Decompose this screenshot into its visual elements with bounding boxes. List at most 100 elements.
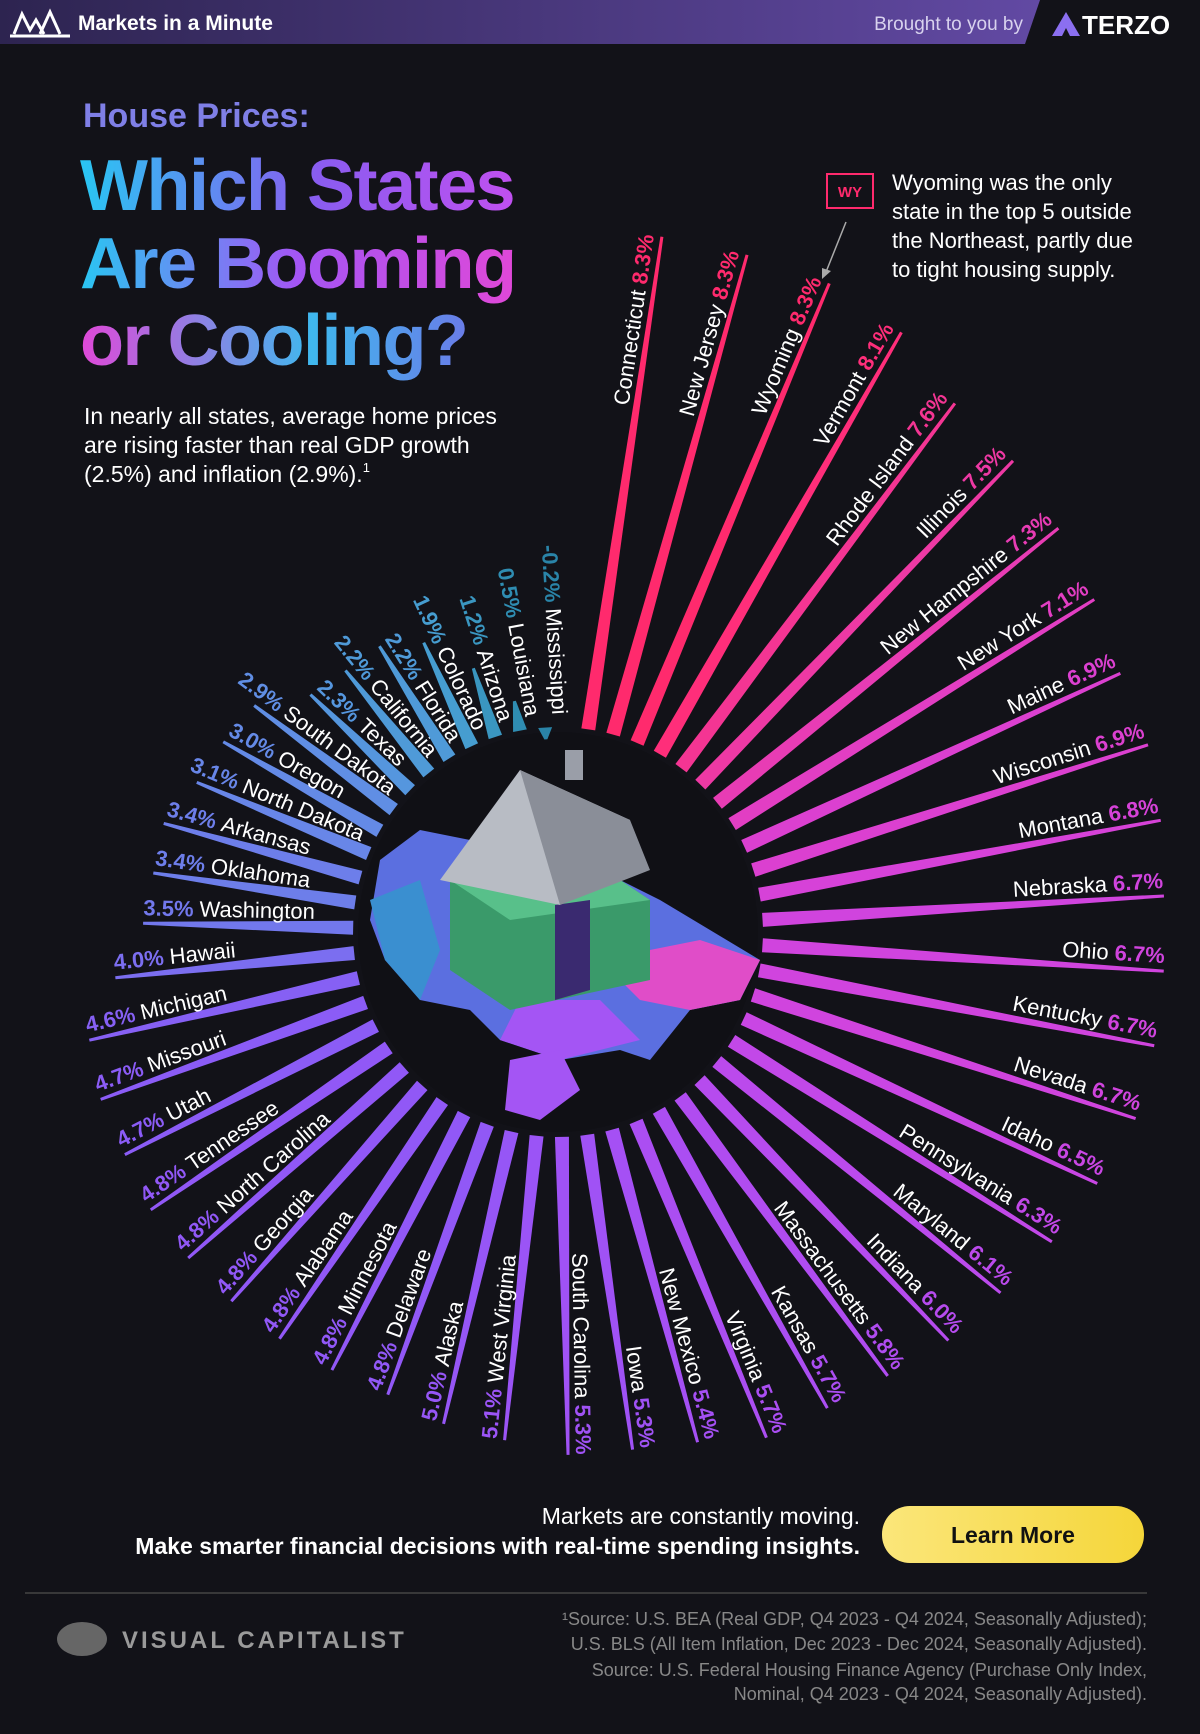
sponsor: TERZO	[1082, 10, 1170, 40]
annotation-line: the Northeast, partly due	[892, 228, 1133, 253]
annotation-arrow	[825, 221, 847, 273]
bar	[675, 402, 957, 773]
state-name: Nebraska	[1012, 871, 1108, 902]
bar-label: 4.6%Michigan	[83, 980, 229, 1037]
footer-brand: VISUAL CAPITALIST	[122, 1627, 407, 1654]
learn-more-label[interactable]: Learn More	[951, 1522, 1075, 1548]
bar	[554, 1136, 570, 1455]
value-label: 3.5%	[143, 895, 194, 921]
annotation-tag: WY	[838, 184, 862, 201]
bar	[606, 254, 749, 737]
annotation-line: Wyoming was the only	[892, 170, 1112, 195]
bar	[762, 938, 1164, 973]
bar	[386, 1121, 494, 1396]
bar	[88, 971, 360, 1042]
bar	[471, 667, 503, 740]
value-label: 2.2%	[329, 630, 380, 685]
bar	[378, 645, 456, 762]
sponsor-text: Brought to you by	[874, 14, 1023, 35]
value-label: 6.9%	[1092, 718, 1147, 757]
value-label: 4.8%	[361, 1338, 402, 1394]
subtitle-line: (2.5%) and inflation (2.9%).1	[84, 460, 370, 487]
brand-icon	[10, 10, 70, 38]
value-label: 0.5%	[493, 566, 527, 620]
bar	[630, 282, 831, 746]
bar	[187, 1062, 409, 1260]
bar	[196, 780, 372, 861]
value-label: 6.0%	[916, 1285, 969, 1339]
state-name: Mississippi	[541, 608, 573, 716]
source-line: Nominal, Q4 2023 - Q4 2024, Seasonally A…	[734, 1684, 1147, 1704]
bar-label: Nebraska 6.7%	[1012, 868, 1164, 902]
bar	[629, 1118, 768, 1439]
bar	[652, 1106, 829, 1409]
bar	[512, 700, 527, 732]
bar	[230, 1080, 428, 1303]
supertitle: House Prices:	[83, 97, 310, 135]
annotation-line: to tight housing supply.	[892, 257, 1115, 282]
state-name: New Jersey	[674, 301, 729, 418]
state-name: Ohio	[1062, 937, 1110, 965]
state-name: South Carolina	[567, 1253, 595, 1400]
bar	[727, 1034, 1053, 1244]
bar-label: New Hampshire7.3%	[875, 506, 1056, 659]
value-label: 6.7%	[1112, 868, 1164, 896]
bar-label: Ohio 6.7%	[1062, 937, 1166, 969]
bar	[278, 1097, 449, 1340]
radial-chart: Connecticut8.3%New Jersey8.3%Wyoming8.3%…	[83, 233, 1166, 1455]
value-label: 6.7%	[1114, 940, 1166, 968]
footer-logo	[57, 1622, 107, 1656]
bar	[740, 1012, 1098, 1185]
bar	[503, 1135, 544, 1441]
bar	[728, 598, 1096, 830]
title-line: Which States	[80, 146, 514, 226]
subtitle-text: (2.5%) and inflation (2.9%).	[84, 461, 363, 487]
bar	[758, 818, 1162, 902]
value-label: 4.7%	[91, 1056, 147, 1097]
subtitle-line: are rising faster than real GDP growth	[84, 432, 470, 458]
bar	[653, 331, 903, 758]
sponsor-logo	[1052, 12, 1080, 36]
bar	[751, 743, 1149, 877]
bar-label: 3.5% Washington	[143, 895, 315, 924]
value-label: 5.4%	[687, 1386, 724, 1441]
value-label: 4.0%	[112, 945, 164, 975]
bar	[713, 527, 1060, 809]
bar	[153, 871, 357, 910]
bar	[757, 963, 1155, 1048]
bar-label: South Carolina 5.3%	[567, 1253, 596, 1455]
brand-icon-peak	[38, 8, 62, 35]
bar-label: Illinois7.5%	[911, 441, 1010, 543]
source-line: ¹Source: U.S. BEA (Real GDP, Q4 2023 - Q…	[562, 1609, 1147, 1629]
subtitle-line: In nearly all states, average home price…	[84, 403, 497, 429]
us-map-south	[500, 1000, 640, 1060]
bar-label: Vermont8.1%	[808, 318, 898, 450]
value-label: 7.5%	[958, 441, 1011, 494]
learn-more-button[interactable]	[882, 1506, 1144, 1563]
bar	[712, 1056, 1002, 1295]
alaska-map	[505, 1050, 580, 1120]
value-label: 3.4%	[154, 845, 207, 877]
bar	[100, 995, 369, 1101]
brand: Markets in a Minute	[78, 12, 273, 35]
value-label: 1.9%	[408, 591, 452, 647]
bar	[442, 1129, 519, 1425]
value-label: 4.8%	[170, 1204, 224, 1256]
bar	[253, 704, 398, 816]
bar	[149, 1041, 393, 1212]
cta-line: Make smarter financial decisions with re…	[135, 1533, 860, 1559]
bar	[309, 693, 415, 796]
bar	[750, 988, 1137, 1120]
bar	[163, 821, 363, 885]
value-label: 6.7%	[1089, 1077, 1144, 1116]
header-bar	[0, 0, 1200, 44]
title-line: Are Booming	[80, 224, 516, 304]
bar	[143, 920, 354, 935]
state-name: Maryland	[889, 1179, 975, 1256]
bar	[538, 727, 553, 740]
bar-label: -0.2% Mississippi	[537, 544, 573, 715]
value-label: 3.4%	[164, 796, 219, 833]
cta-line: Markets are constantly moving.	[542, 1503, 860, 1529]
bar	[344, 669, 435, 778]
